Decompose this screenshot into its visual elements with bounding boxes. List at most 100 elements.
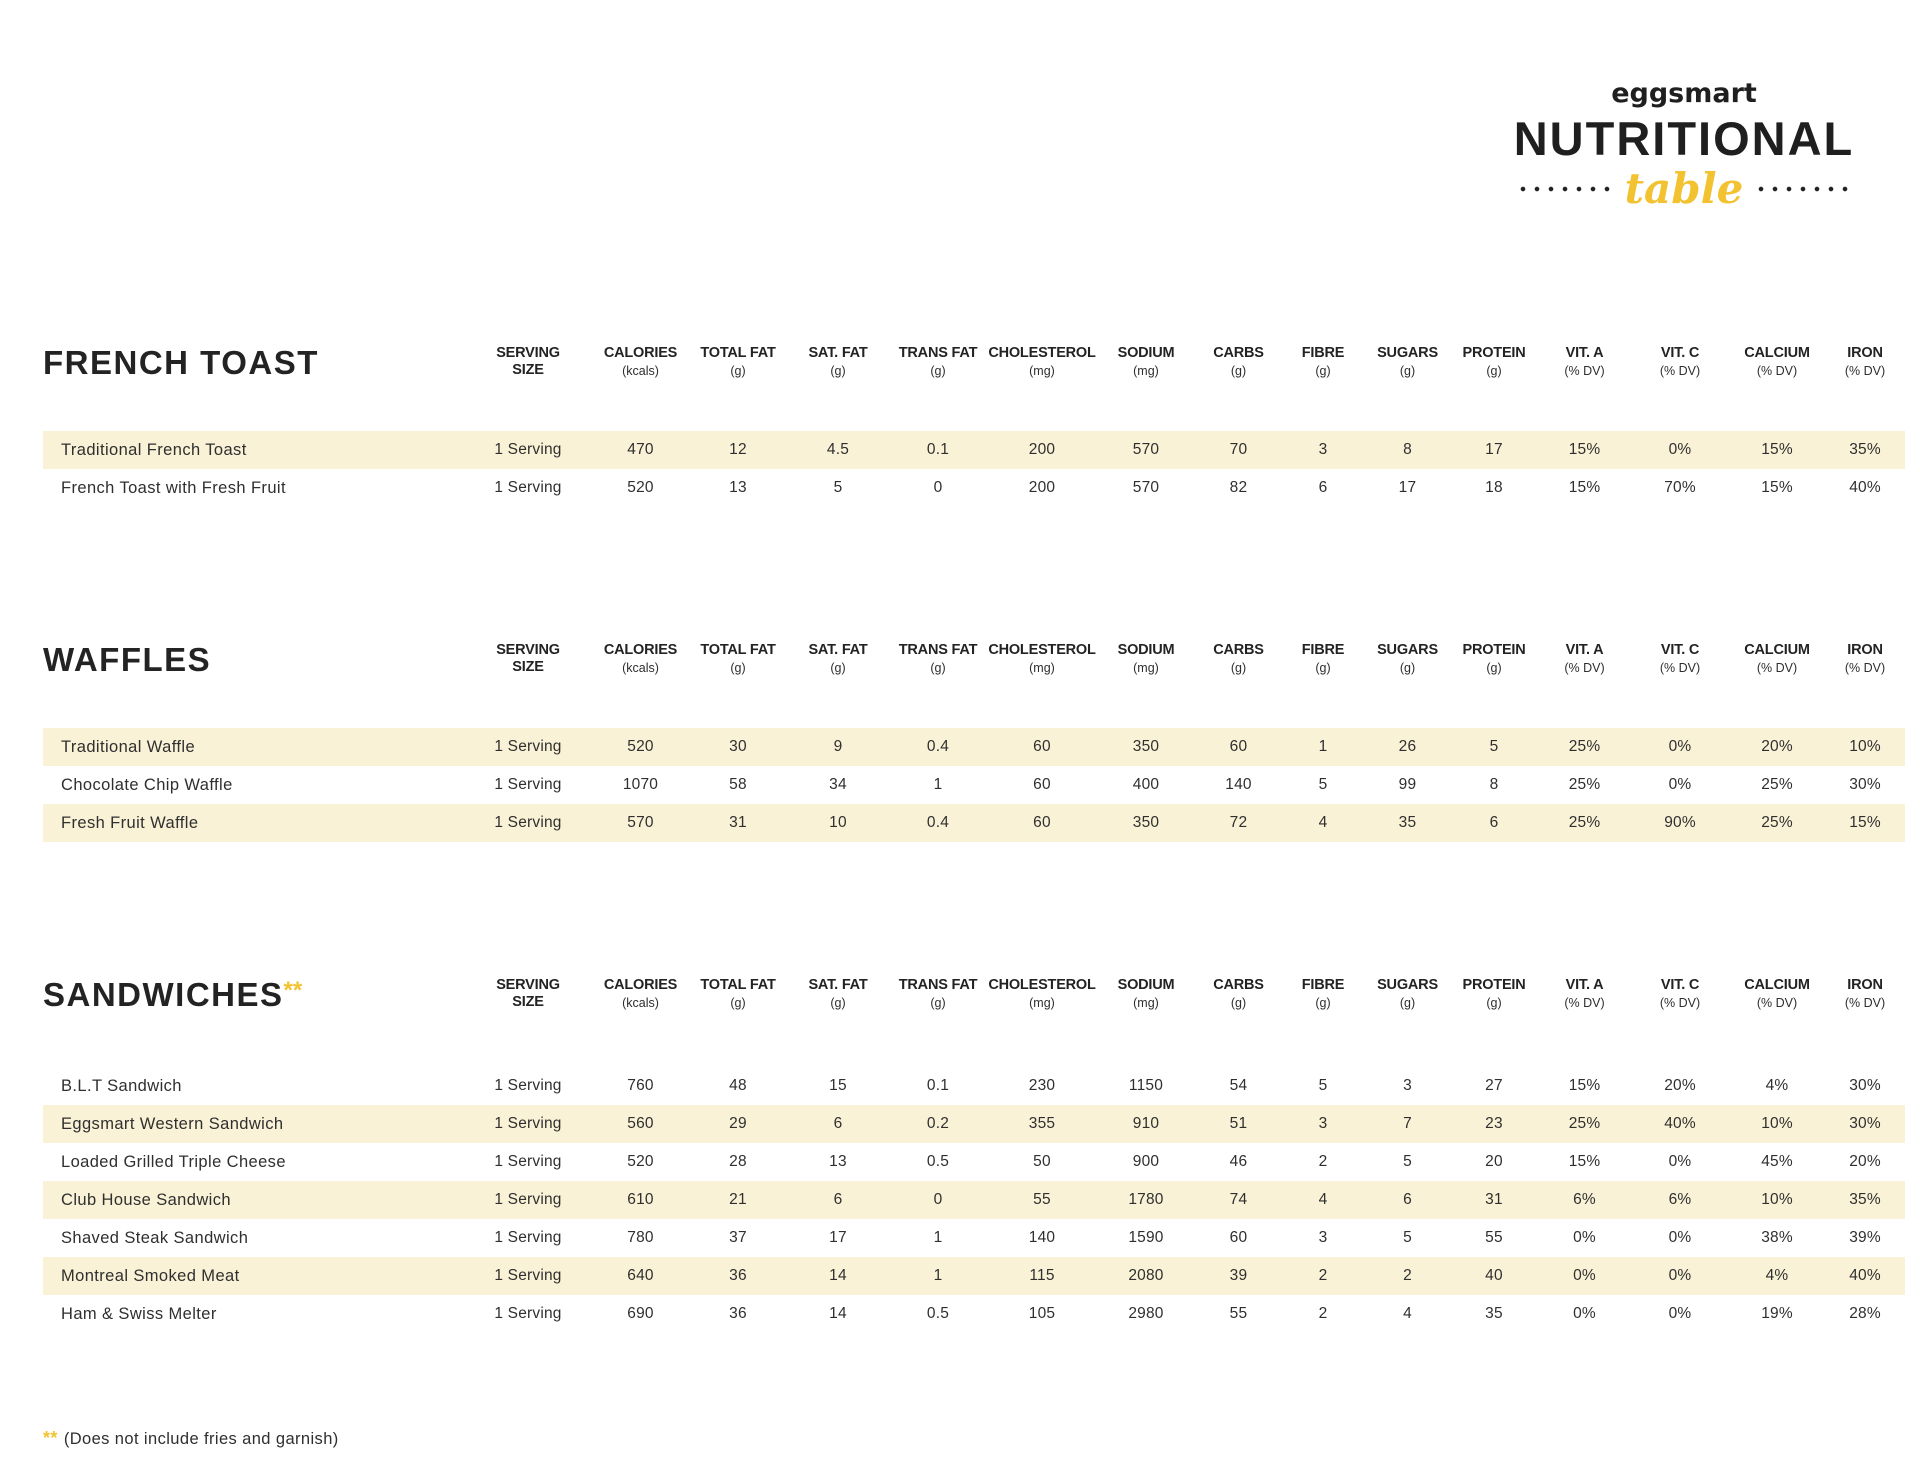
column-header-vit-c: VIT. C (% DV) [1631,977,1729,1067]
item-row-b-l-t-sandwich: B.L.T Sandwich 1 Serving 760 48 15 0.1 230 1150… [43,1067,1905,1105]
column-unit: (% DV) [1564,996,1605,1010]
item-row-montreal-smoked-meat: Montreal Smoked Meat 1 Serving 640 36 14 1 115… [43,1257,1905,1295]
column-unit: (% DV) [1844,661,1886,675]
item-row-eggsmart-western-sandwich: Eggsmart Western Sandwich 1 Serving 560 29 6… [43,1105,1905,1143]
column-unit: (% DV) [1564,364,1605,378]
brand-logo: eggsmart NUTRITIONAL table [1494,78,1874,210]
value-protein: 40 [1485,1267,1503,1284]
column-unit: (g) [1399,364,1416,378]
value-total-fat: 31 [729,814,747,831]
nutrition-table-sandwiches: SANDWICHES** SERVING SIZE CALORIES (kcals) T… [43,977,1905,1333]
column-unit: (% DV) [1659,996,1701,1010]
value-total-fat: 29 [729,1115,747,1132]
value-fibre: 6 [1318,479,1328,496]
value-vit-a: 0% [1573,1267,1596,1284]
column-unit: (% DV) [1756,661,1798,675]
value-sugars: 6 [1403,1191,1412,1208]
value-calcium: 38% [1761,1229,1793,1246]
column-unit: (kcals) [622,661,659,675]
value-calories: 520 [627,479,654,496]
value-sugars: 2 [1403,1267,1412,1284]
column-header-vit-a: VIT. A (% DV) [1538,345,1631,431]
column-unit: (g) [930,364,946,378]
value-vit-a: 0% [1573,1305,1596,1322]
item-row-traditional-french-toast: Traditional French Toast 1 Serving 470 12 4.… [43,431,1905,469]
section-waffles: WAFFLES SERVING SIZE CALORIES (kcals) TOTAL … [43,642,1920,842]
value-carbs: 70 [1229,441,1248,458]
item-name: Traditional French Toast [61,440,247,459]
column-header-trans-fat: TRANS FAT (g) [888,345,988,431]
value-iron: 10% [1849,738,1881,755]
column-header-sugars: SUGARS (g) [1365,977,1450,1067]
column-label: CALCIUM [1744,345,1810,361]
item-serving-size: 1 Serving [494,1077,562,1094]
value-sugars: 35 [1398,814,1417,831]
header-row: FRENCH TOAST SERVING SIZE CALORIES (kcals) T… [43,345,1905,431]
column-label: SAT. FAT [808,345,868,361]
brand-subtitle: table [1624,164,1744,213]
value-sat-fat: 15 [829,1077,847,1094]
section-sandwiches: SANDWICHES** SERVING SIZE CALORIES (kcals) T… [43,977,1920,1333]
value-calories: 520 [627,1153,654,1170]
nutrition-sections: FRENCH TOAST SERVING SIZE CALORIES (kcals) T… [43,345,1920,1333]
section-title-cell: WAFFLES [43,642,463,728]
value-sodium: 2980 [1128,1305,1164,1322]
value-total-fat: 36 [729,1305,747,1322]
column-header-vit-c: VIT. C (% DV) [1631,642,1729,728]
column-label: CALORIES [603,642,678,658]
value-vit-c: 0% [1668,776,1692,793]
value-protein: 18 [1485,479,1503,496]
value-fibre: 4 [1318,1191,1328,1208]
value-vit-a: 25% [1568,1115,1601,1132]
value-trans-fat: 0.5 [926,1305,950,1322]
column-label: IRON [1847,345,1883,361]
column-label: IRON [1847,977,1883,993]
column-unit: (% DV) [1659,364,1701,378]
column-header-iron: IRON (% DV) [1825,977,1905,1067]
value-cholesterol: 200 [1028,441,1056,458]
column-unit: (g) [830,661,846,675]
value-vit-c: 0% [1668,1267,1692,1284]
column-label: SERVING SIZE [496,642,560,675]
column-unit: (g) [1315,996,1331,1010]
value-sodium: 910 [1132,1115,1160,1132]
value-protein: 35 [1485,1305,1503,1322]
dots-left-decoration [1516,186,1613,192]
value-trans-fat: 0 [933,479,943,496]
column-unit: (g) [1486,996,1502,1010]
column-unit: (g) [1315,364,1331,378]
value-sodium: 350 [1132,814,1160,831]
item-serving-size: 1 Serving [494,1191,562,1208]
value-vit-c: 40% [1664,1115,1696,1132]
column-label: CALORIES [603,345,678,361]
column-unit: (g) [830,996,846,1010]
column-label: TRANS FAT [898,642,978,658]
column-label: PROTEIN [1462,977,1526,993]
value-calories: 1070 [622,776,659,793]
value-sat-fat: 13 [829,1153,847,1170]
column-label: VIT. A [1565,642,1604,658]
column-header-sodium: SODIUM (mg) [1096,642,1196,728]
footnote-text: (Does not include fries and garnish) [63,1430,339,1448]
section-title: FRENCH TOAST [43,344,319,381]
value-protein: 6 [1489,814,1499,831]
value-vit-a: 25% [1568,814,1601,831]
column-header-total-fat: TOTAL FAT (g) [688,977,788,1067]
column-label: VIT. A [1565,345,1604,361]
column-unit: (g) [730,996,746,1010]
value-sat-fat: 10 [829,814,847,831]
column-unit: (g) [1315,661,1331,675]
value-calories: 760 [627,1077,654,1094]
value-cholesterol: 50 [1033,1153,1051,1170]
value-iron: 30% [1849,776,1881,793]
value-calcium: 25% [1761,814,1793,831]
value-protein: 55 [1485,1229,1503,1246]
column-unit: (% DV) [1756,364,1798,378]
value-vit-c: 70% [1664,479,1696,496]
column-label: TOTAL FAT [700,345,776,361]
value-calcium: 15% [1761,479,1793,496]
column-unit: (mg) [1029,661,1055,675]
column-label: CARBS [1213,345,1264,361]
value-total-fat: 28 [729,1153,747,1170]
value-sat-fat: 6 [833,1191,843,1208]
